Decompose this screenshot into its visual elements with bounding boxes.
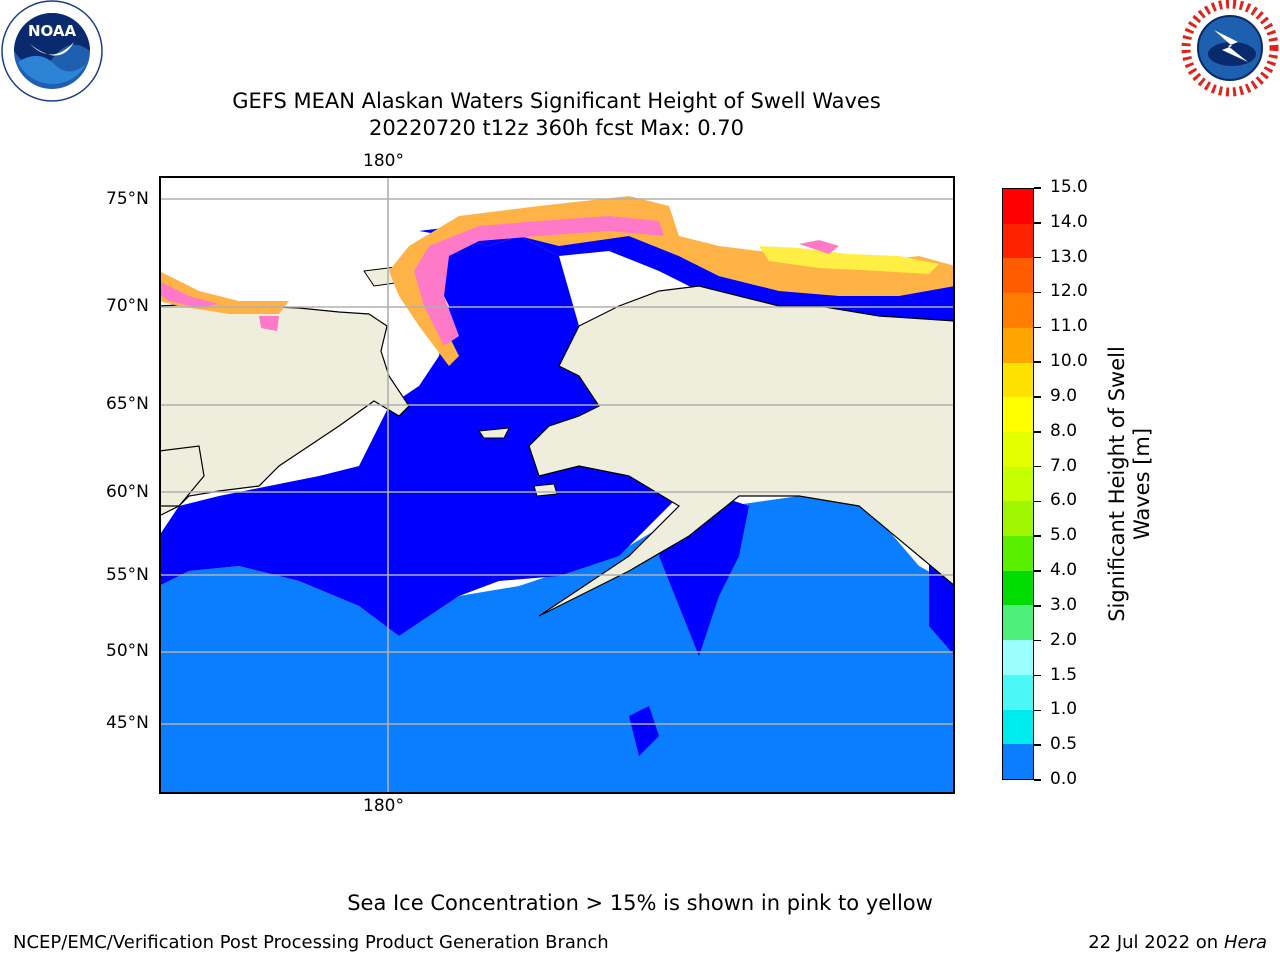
lat-label: 55°N — [106, 565, 149, 585]
colorbar-tick-mark — [1034, 744, 1041, 746]
colorbar-label-line2: Waves [m] — [1130, 427, 1154, 541]
colorbar-tick-label: 12.0 — [1050, 281, 1088, 302]
colorbar-tick-label: 2.0 — [1050, 629, 1078, 650]
colorbar-swatch — [1003, 327, 1033, 363]
sea-ice-note: Sea Ice Concentration > 15% is shown in … — [347, 891, 933, 915]
chart-subtitle: 20220720 t12z 360h fcst Max: 0.70 — [369, 116, 744, 140]
colorbar-tick-mark — [1034, 465, 1041, 468]
colorbar-tick-label: 13.0 — [1050, 246, 1088, 267]
colorbar-tick-label: 0.0 — [1050, 769, 1078, 789]
colorbar-tick-label: 10.0 — [1050, 351, 1088, 372]
colorbar-swatch — [1003, 362, 1033, 398]
colorbar-tick-label: 1.5 — [1050, 664, 1078, 685]
colorbar-tick-label: 7.0 — [1050, 455, 1078, 476]
colorbar-swatch — [1003, 709, 1033, 745]
colorbar-swatch — [1003, 397, 1033, 432]
footer-left: NCEP/EMC/Verification Post Processing Pr… — [13, 932, 609, 953]
colorbar-tick-label: 11.0 — [1050, 316, 1088, 337]
colorbar-tick-mark — [1034, 361, 1041, 363]
colorbar-tick-label: 1.0 — [1050, 699, 1078, 720]
colorbar-tick-label: 9.0 — [1050, 385, 1078, 406]
colorbar-swatch — [1003, 536, 1033, 571]
colorbar-swatch — [1003, 223, 1033, 259]
chart-title: GEFS MEAN Alaskan Waters Significant Hei… — [232, 89, 881, 113]
lon-label-bottom: 180° — [363, 796, 404, 816]
colorbar-tick-mark — [1034, 779, 1041, 781]
colorbar-swatch — [1003, 431, 1033, 467]
colorbar-swatch — [1003, 501, 1033, 537]
colorbar-swatch — [1003, 189, 1033, 224]
colorbar-swatch — [1003, 570, 1033, 606]
footer-date: 22 Jul 2022 on — [1088, 932, 1224, 953]
colorbar-tick-label: 8.0 — [1050, 420, 1078, 441]
colorbar-tick-label: 6.0 — [1050, 490, 1078, 511]
lat-label: 45°N — [106, 713, 149, 733]
noaa-logo: NOAA — [0, 0, 106, 104]
colorbar-ticks: 15.0 14.0 13.0 12.0 11.0 10.0 9.0 8.0 7.0 6.0 5.0 4… — [1034, 177, 1104, 789]
colorbar-tick-mark — [1034, 535, 1041, 537]
colorbar-tick-mark — [1034, 291, 1041, 294]
lat-label: 65°N — [106, 394, 149, 414]
lat-label: 60°N — [106, 482, 149, 502]
noaa-logo-text: NOAA — [28, 22, 77, 40]
lat-label: 50°N — [106, 641, 149, 661]
colorbar-tick-mark — [1034, 396, 1041, 398]
colorbar-tick-label: 14.0 — [1050, 211, 1088, 232]
colorbar-tick-mark — [1034, 500, 1041, 503]
colorbar-swatch — [1003, 605, 1033, 641]
colorbar-tick-mark — [1034, 570, 1041, 572]
colorbar-label: Significant Height of Swell Waves [m] — [1102, 188, 1158, 780]
colorbar — [1002, 188, 1034, 780]
colorbar-tick-label: 15.0 — [1050, 177, 1088, 197]
nws-logo — [1180, 0, 1280, 100]
colorbar-tick-label: 0.5 — [1050, 734, 1078, 755]
colorbar-swatch — [1003, 744, 1033, 779]
colorbar-label-line1: Significant Height of Swell — [1105, 346, 1129, 622]
colorbar-tick-label: 5.0 — [1050, 525, 1078, 546]
map-panel — [158, 176, 956, 794]
colorbar-swatch — [1003, 640, 1033, 675]
colorbar-tick-mark — [1034, 674, 1041, 677]
footer-host: Hera — [1223, 932, 1267, 953]
lat-label: 75°N — [106, 189, 149, 209]
colorbar-tick-mark — [1034, 222, 1041, 224]
footer-right: 22 Jul 2022 on Hera — [1088, 932, 1267, 953]
colorbar-tick-mark — [1034, 709, 1041, 712]
lon-label-top: 180° — [363, 151, 404, 171]
colorbar-swatch — [1003, 674, 1033, 710]
colorbar-swatch — [1003, 258, 1033, 294]
colorbar-tick-label: 3.0 — [1050, 594, 1078, 615]
colorbar-tick-mark — [1034, 605, 1041, 607]
colorbar-tick-mark — [1034, 639, 1041, 642]
lat-label: 70°N — [106, 296, 149, 316]
colorbar-tick-mark — [1034, 187, 1041, 189]
colorbar-tick-label: 4.0 — [1050, 560, 1078, 581]
colorbar-swatch — [1003, 466, 1033, 502]
colorbar-tick-mark — [1034, 431, 1041, 433]
colorbar-tick-mark — [1034, 256, 1041, 259]
colorbar-tick-mark — [1034, 326, 1041, 329]
colorbar-swatch — [1003, 293, 1033, 328]
